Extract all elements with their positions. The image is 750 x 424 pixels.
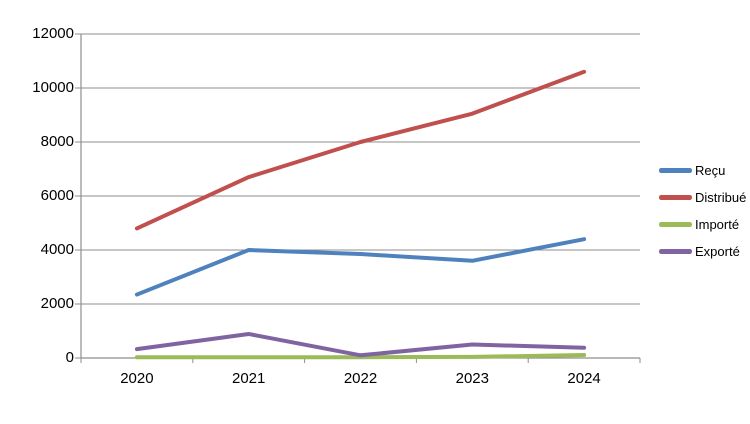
series-line-3 bbox=[134, 331, 587, 358]
legend-label-distribue: Distribué bbox=[695, 189, 747, 205]
legend-item-importe: Importé bbox=[659, 211, 746, 238]
legend-label-recu: Reçu bbox=[695, 162, 726, 178]
series-line-1 bbox=[134, 69, 587, 231]
legend-item-recu: Reçu bbox=[659, 157, 746, 184]
legend-item-exporte: Exporté bbox=[659, 238, 746, 265]
legend-label-importe: Importé bbox=[695, 216, 740, 232]
series-line-0 bbox=[134, 237, 587, 297]
chart-legend: Reçu Distribué Importé Exporté bbox=[659, 157, 746, 265]
legend-swatch-recu bbox=[659, 168, 692, 173]
legend-item-distribue: Distribué bbox=[659, 184, 746, 211]
legend-swatch-distribue bbox=[659, 195, 692, 200]
legend-label-exporte: Exporté bbox=[695, 243, 740, 259]
legend-swatch-exporte bbox=[659, 249, 692, 254]
legend-swatch-importe bbox=[659, 222, 692, 227]
